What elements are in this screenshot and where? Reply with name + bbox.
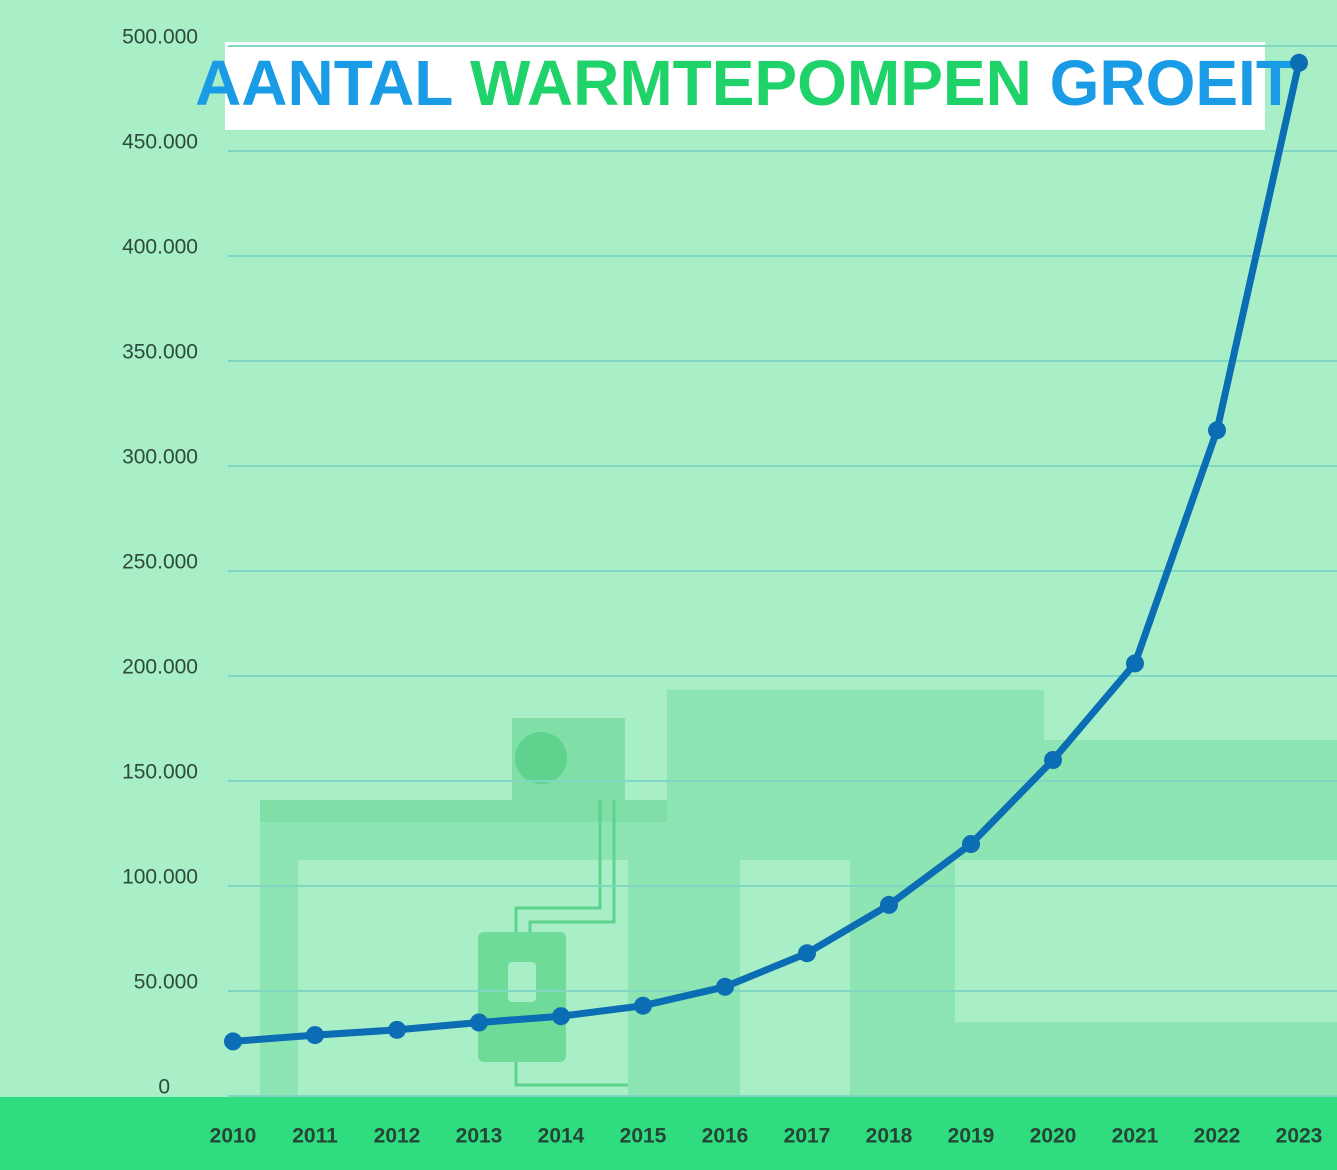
point bbox=[1208, 421, 1226, 440]
title-word: AANTAL bbox=[195, 47, 452, 119]
point bbox=[1126, 654, 1144, 673]
x-tick-label: 2017 bbox=[784, 1125, 831, 1148]
point bbox=[798, 944, 816, 963]
x-tick-label: 2012 bbox=[374, 1125, 421, 1148]
point bbox=[634, 996, 652, 1015]
point bbox=[224, 1032, 242, 1051]
y-tick-label: 150.000 bbox=[122, 761, 198, 784]
x-tick-label: 2016 bbox=[702, 1125, 749, 1148]
point bbox=[1044, 751, 1062, 769]
x-tick-label: 2010 bbox=[210, 1125, 257, 1148]
point bbox=[388, 1020, 406, 1039]
title-word: GROEIT bbox=[1050, 47, 1295, 119]
point bbox=[880, 895, 898, 914]
y-tick-label: 350.000 bbox=[122, 341, 198, 364]
line bbox=[232, 62, 1303, 1045]
point bbox=[306, 1026, 324, 1045]
y-tick-label: 0 bbox=[158, 1076, 170, 1099]
y-tick-label: 200.000 bbox=[122, 656, 198, 679]
chart-title: AANTAL WARMTEPOMPEN GROEIT bbox=[195, 47, 1295, 119]
x-tick-label: 2019 bbox=[948, 1125, 995, 1148]
x-tick-label: 2014 bbox=[538, 1125, 585, 1148]
title-box bbox=[225, 42, 1265, 130]
y-tick-label: 250.000 bbox=[122, 551, 198, 574]
x-tick-label: 2021 bbox=[1112, 1125, 1159, 1148]
x-tick-label: 2022 bbox=[1194, 1125, 1241, 1148]
point bbox=[716, 977, 734, 996]
y-tick-label: 450.000 bbox=[122, 131, 198, 154]
y-tick-label: 400.000 bbox=[122, 236, 198, 259]
y-tick-label: 50.000 bbox=[134, 971, 198, 994]
point bbox=[552, 1007, 570, 1026]
pipes bbox=[514, 800, 628, 1087]
y-tick-label: 300.000 bbox=[122, 446, 198, 469]
point bbox=[962, 835, 980, 853]
y-tick-label: 100.000 bbox=[122, 866, 198, 889]
point bbox=[470, 1013, 488, 1032]
point bbox=[1290, 53, 1308, 72]
x-tick-label: 2011 bbox=[292, 1125, 338, 1148]
x-tick-label: 2020 bbox=[1030, 1125, 1077, 1148]
x-tick-label: 2013 bbox=[456, 1125, 503, 1148]
x-tick-label: 2018 bbox=[866, 1125, 913, 1148]
x-tick-label: 2023 bbox=[1276, 1125, 1323, 1148]
x-tick-label: 2015 bbox=[620, 1125, 667, 1148]
ground-band bbox=[0, 1097, 1337, 1170]
title-word: WARMTEPOMPEN bbox=[470, 47, 1032, 119]
y-tick-label: 500.000 bbox=[122, 26, 198, 49]
